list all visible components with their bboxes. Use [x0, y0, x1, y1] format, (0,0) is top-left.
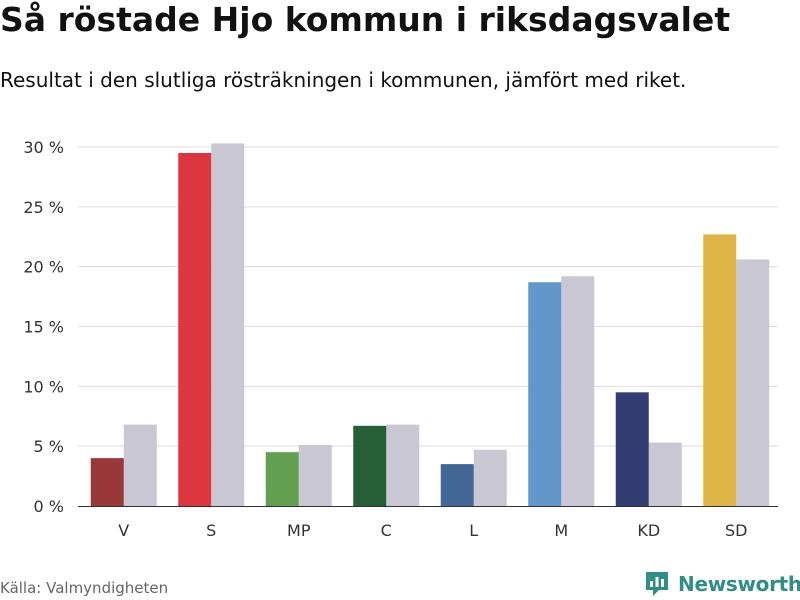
- x-axis-tick-labels: V S MP C L M KD SD: [118, 521, 747, 540]
- y-tick-label: 30 %: [23, 138, 64, 157]
- x-tick-label: L: [469, 521, 478, 540]
- bar-hjo-s: [178, 152, 212, 506]
- bar-hjo-sd: [703, 234, 737, 506]
- bar-hjo-kd: [615, 392, 649, 506]
- bar-riket-s: [211, 143, 245, 506]
- x-tick-label: MP: [287, 521, 311, 540]
- bar-riket-v: [123, 424, 157, 506]
- x-tick-label: KD: [637, 521, 660, 540]
- bar-riket-l: [473, 449, 507, 506]
- x-tick-label: C: [381, 521, 392, 540]
- bar-riket-kd: [648, 442, 682, 506]
- bar-hjo-c: [353, 425, 387, 506]
- source-note: Källa: Valmyndigheten: [0, 579, 169, 597]
- chart-subtitle: Resultat i den slutliga rösträkningen i …: [0, 68, 687, 92]
- x-tick-label: S: [206, 521, 216, 540]
- y-tick-label: 25 %: [23, 198, 64, 217]
- bar-riket-mp: [298, 444, 332, 506]
- bar-chart-logo-icon: [646, 572, 668, 596]
- bar-hjo-v: [90, 458, 124, 506]
- x-tick-label: V: [118, 521, 129, 540]
- y-axis-tick-labels: 0 % 5 % 10 % 15 % 20 % 25 % 30 %: [23, 138, 64, 516]
- y-tick-label: 0 %: [34, 497, 64, 516]
- bar-hjo-l: [440, 464, 474, 506]
- y-tick-label: 5 %: [34, 437, 64, 456]
- y-tick-label: 15 %: [23, 318, 64, 337]
- bar-hjo-mp: [265, 452, 299, 506]
- x-tick-label: SD: [725, 521, 747, 540]
- chart-title: Så röstade Hjo kommun i riksdagsvalet: [0, 0, 731, 39]
- bars: [90, 143, 770, 506]
- bar-riket-m: [561, 276, 595, 506]
- brand-logo: Newsworthy: [644, 568, 800, 600]
- y-tick-label: 10 %: [23, 377, 64, 396]
- bar-hjo-m: [528, 282, 562, 506]
- y-tick-label: 20 %: [23, 258, 64, 277]
- brand-name: Newsworthy: [678, 572, 800, 596]
- bar-chart: 0 % 5 % 10 % 15 % 20 % 25 % 30 % V S MP C L M KD SD: [23, 138, 778, 540]
- bar-riket-sd: [736, 259, 770, 506]
- x-tick-label: M: [554, 521, 568, 540]
- bar-riket-c: [386, 424, 420, 506]
